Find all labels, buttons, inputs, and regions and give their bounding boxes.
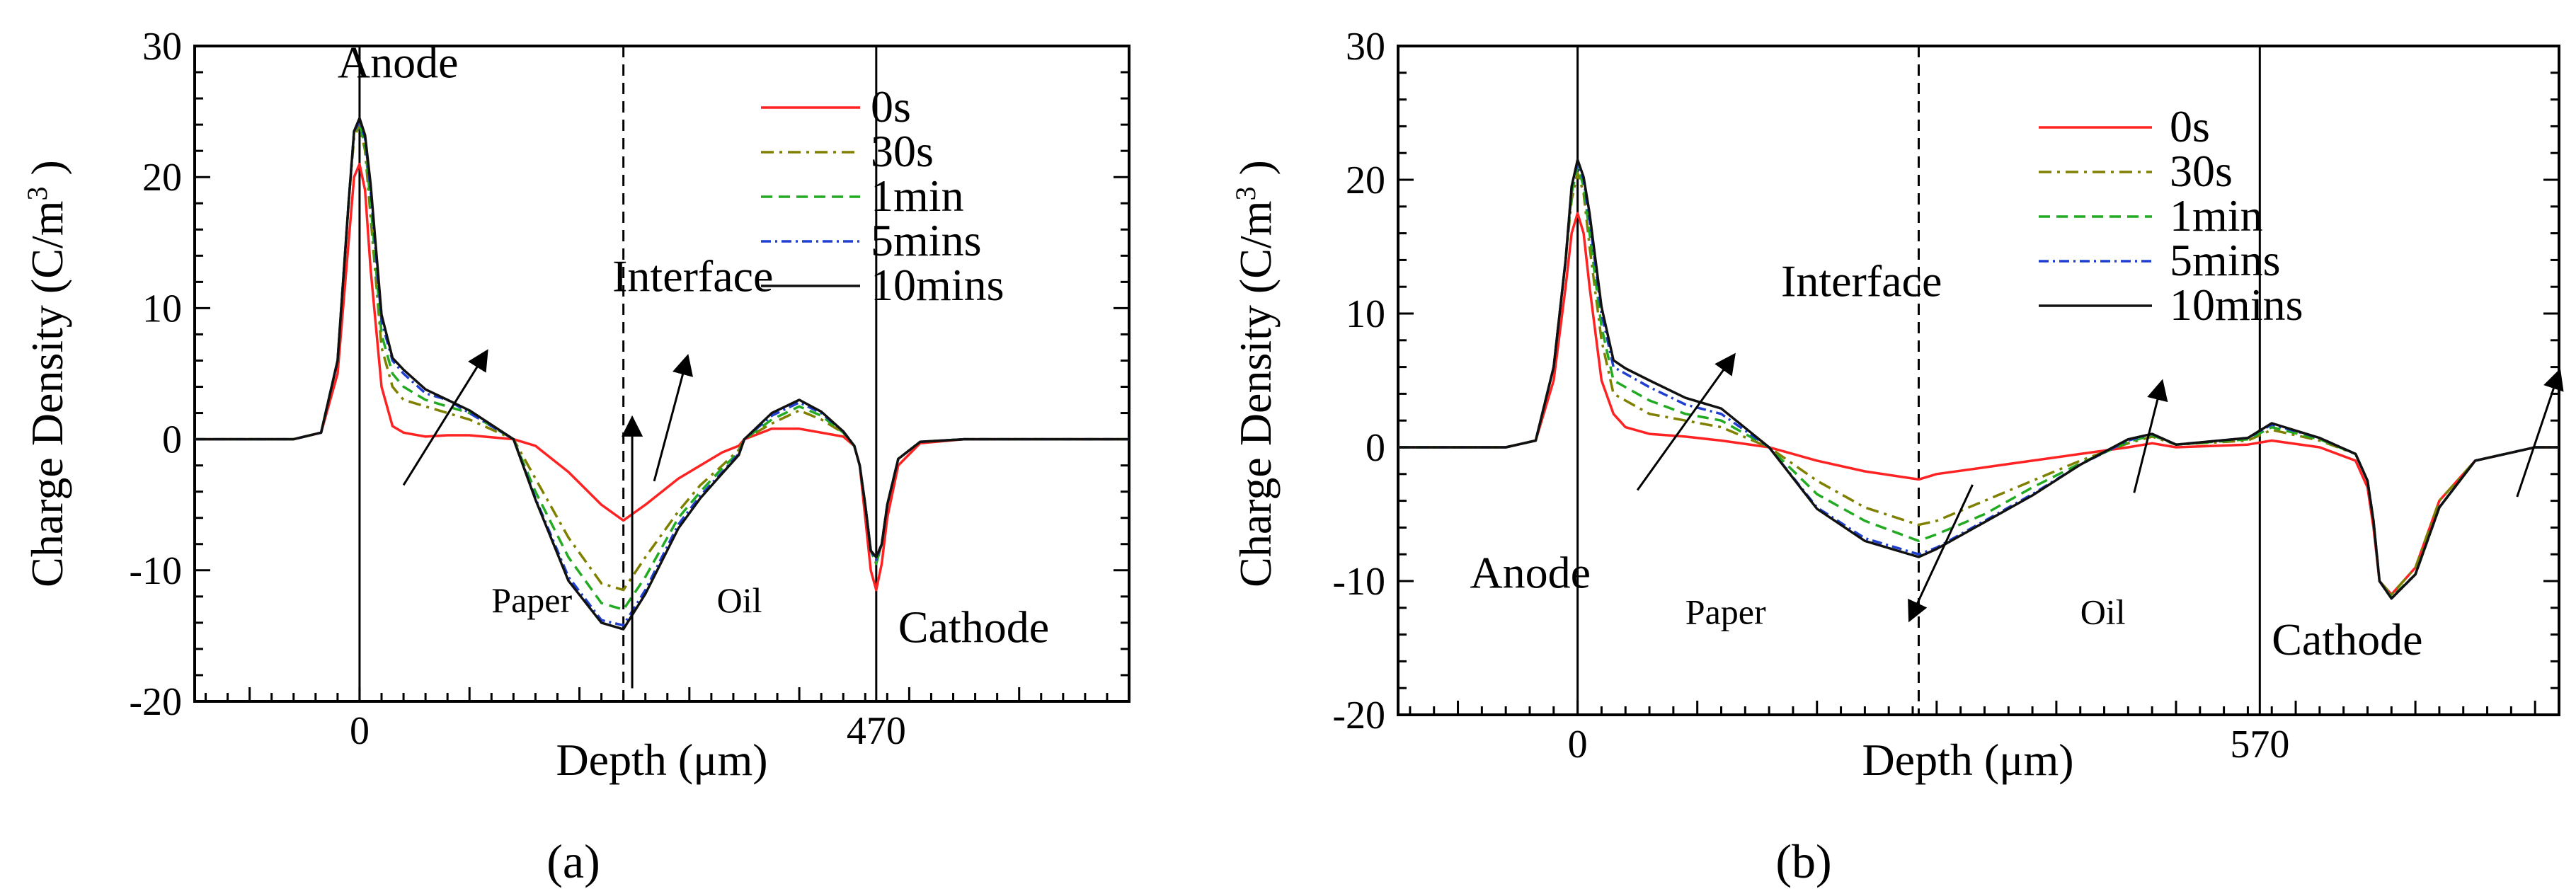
y-tick-label: 30 [1346, 25, 1385, 69]
x-tick-label: 470 [847, 709, 906, 753]
y-tick-label: 10 [1346, 292, 1385, 336]
panel-b: -20 -10 0 10 20 30 0 570 Anode Interface Paper Oi… [1230, 25, 2564, 888]
trend-arrow [2516, 368, 2564, 498]
x-tick-labels: 0 470 [350, 709, 906, 753]
x-axis-label: Depth (μm) [1862, 735, 2073, 785]
legend-label: 10mins [871, 260, 1004, 310]
x-tick-label: 570 [2230, 723, 2289, 766]
x-axis-label: Depth (μm) [556, 735, 767, 785]
trend-arrow [2133, 379, 2168, 493]
x-tick-label: 0 [1568, 723, 1588, 766]
y-tick-label: -20 [1332, 694, 1385, 737]
x-tick-label: 0 [350, 709, 370, 753]
series-lines [195, 117, 1129, 631]
y-tick-label: -20 [129, 680, 182, 724]
legend-label: 0s [871, 81, 911, 132]
annotation-label: Oil [2080, 592, 2126, 631]
annotation-label: Cathode [898, 602, 1049, 653]
annotations: Anode Interface Paper Oil Cathode [338, 37, 1049, 652]
legend-label: 1min [871, 171, 964, 221]
legend-label: 5mins [2170, 235, 2280, 285]
annotations: Anode Interface Paper Oil Cathode [1470, 255, 2422, 665]
trend-arrows [1636, 352, 2564, 623]
y-tick-label: -10 [129, 549, 182, 593]
legend-label: 30s [871, 126, 934, 176]
series-line [195, 123, 1129, 592]
series-lines [1398, 158, 2559, 600]
plot-frame [193, 45, 1130, 703]
y-tick-label: 10 [142, 287, 182, 331]
y-tick-label: 20 [1346, 159, 1385, 202]
y-axis-label: Charge Density (C/m3 ) [1230, 160, 1281, 587]
panel-a: -20 -10 0 10 20 30 0 470 Anode Interface Paper Oi… [21, 25, 1130, 888]
series-line [1398, 158, 2559, 600]
reference-lines [1576, 46, 2261, 715]
y-tick-labels: -20 -10 0 10 20 30 [129, 25, 182, 724]
trend-arrow [1908, 484, 1974, 623]
trend-arrow [402, 349, 488, 486]
legend-label: 30s [2170, 146, 2233, 196]
legend-label: 1min [2170, 190, 2263, 241]
axis-ticks [1398, 45, 2560, 716]
series-line [195, 162, 1129, 592]
y-axis-label: Charge Density (C/m3 ) [21, 160, 73, 587]
y-tick-label: 0 [1366, 426, 1385, 470]
annotation-label: Interface [1781, 255, 1942, 306]
annotation-label: Cathode [2272, 614, 2422, 665]
y-tick-labels: -20 -10 0 10 20 30 [1332, 25, 1385, 737]
reference-lines [358, 46, 878, 701]
trend-arrow [653, 353, 694, 482]
annotation-label: Paper [491, 580, 572, 620]
annotation-label: Paper [1685, 592, 1766, 631]
annotation-label: Oil [717, 580, 762, 620]
legend-label: 5mins [871, 215, 981, 265]
trend-arrow [1636, 352, 1736, 491]
y-tick-label: 30 [142, 25, 182, 69]
y-tick-label: 20 [142, 156, 182, 200]
y-tick-label: -10 [1332, 560, 1385, 604]
x-tick-labels: 0 570 [1568, 723, 2290, 766]
annotation-label: Anode [1470, 547, 1591, 597]
series-line [195, 117, 1129, 631]
legend-label: 0s [2170, 101, 2210, 151]
panel-caption-b: (b) [1775, 834, 1831, 888]
trend-arrows [402, 349, 694, 689]
series-line [1398, 212, 2559, 596]
panel-caption-a: (a) [546, 834, 600, 888]
annotation-label: Anode [338, 37, 459, 87]
legend-label: 10mins [2170, 280, 2303, 330]
annotation-label: Interface [612, 251, 773, 301]
y-tick-label: 0 [162, 418, 182, 462]
